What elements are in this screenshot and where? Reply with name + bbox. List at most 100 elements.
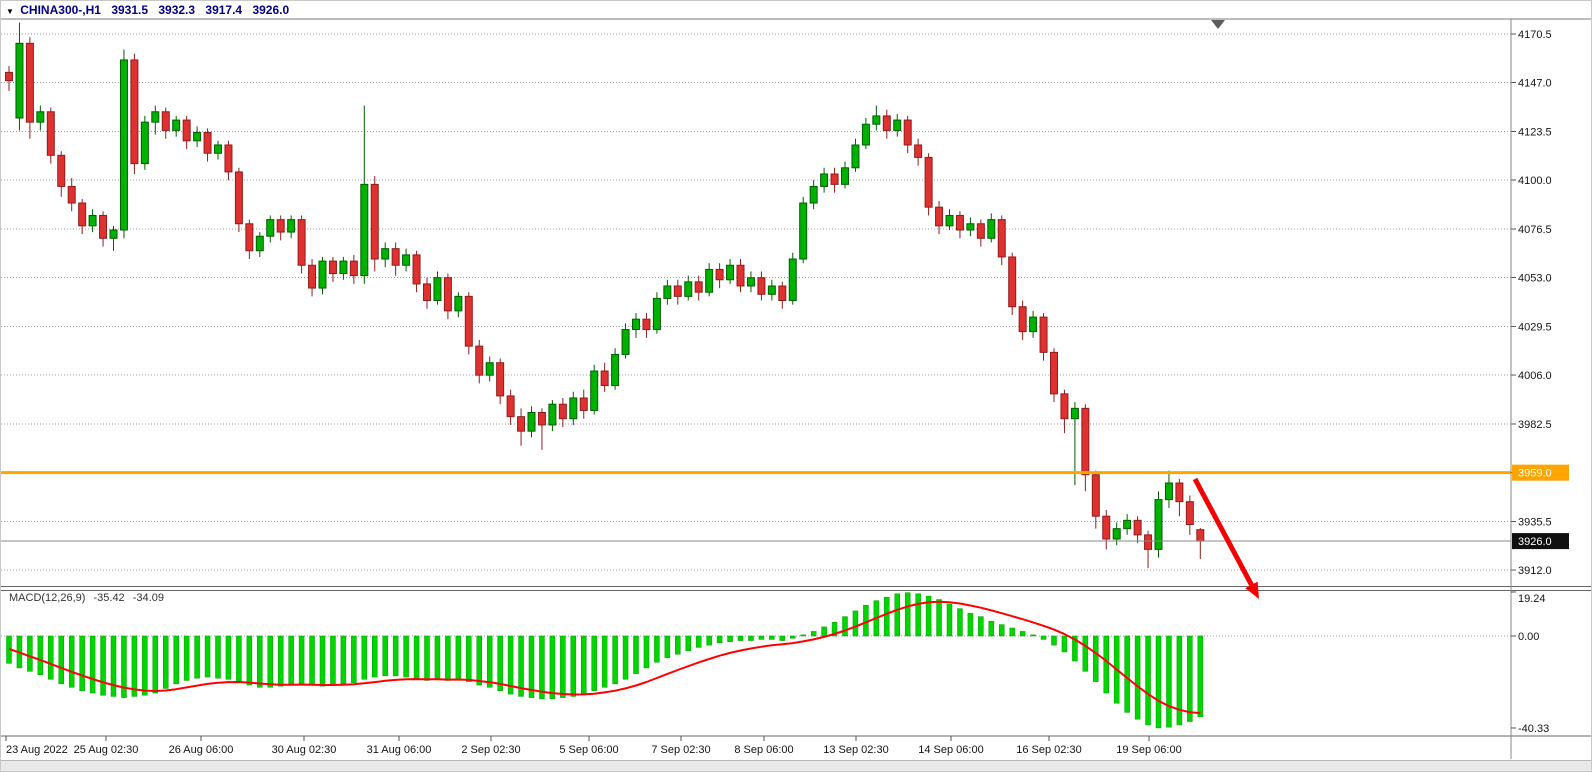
horizontal-scrollbar[interactable]	[1, 760, 1591, 771]
candle-body	[746, 277, 755, 287]
candle-body	[266, 219, 275, 237]
macd-histogram-bar	[1134, 635, 1141, 720]
macd-histogram-bar	[424, 635, 430, 681]
candle-body	[255, 235, 264, 252]
candle-body	[88, 214, 97, 227]
chart-shift-marker[interactable]	[1211, 20, 1225, 29]
macd-histogram-bar	[1093, 635, 1099, 682]
macd-histogram-bar	[131, 635, 138, 697]
macd-histogram-bar	[716, 635, 723, 644]
candle-body	[851, 144, 860, 169]
candle-body	[663, 285, 672, 299]
panel-separator-bottom	[1, 590, 1591, 591]
candle-body	[496, 362, 505, 397]
macd-histogram-bar	[215, 635, 221, 679]
macd-histogram-bar	[946, 603, 953, 637]
macd-histogram-bar	[330, 635, 336, 686]
candle-body	[214, 144, 222, 154]
candle-body	[642, 318, 651, 331]
candle-body	[673, 285, 682, 297]
candle-body	[579, 397, 588, 411]
macd-histogram-bar	[340, 635, 347, 685]
time-axis-label: 16 Sep 02:30	[1016, 744, 1081, 756]
trend-arrow-shaft[interactable]	[1192, 477, 1254, 587]
candle-body	[757, 277, 766, 295]
candle-body	[1081, 407, 1090, 476]
macd-histogram-bar	[382, 635, 388, 677]
candle-body	[1091, 474, 1100, 517]
time-axis-label: 2 Sep 02:30	[461, 744, 520, 756]
macd-histogram-bar	[110, 635, 117, 697]
macd-histogram-bar	[831, 622, 838, 637]
candle-body	[506, 395, 515, 418]
macd-histogram-bar	[1072, 635, 1078, 662]
macd-histogram-bar	[194, 635, 200, 679]
candle-body	[726, 264, 735, 281]
candle-body	[820, 173, 829, 187]
candle-body	[809, 185, 818, 204]
candle-body	[1070, 407, 1079, 420]
macd-histogram-bar	[581, 635, 587, 695]
macd-histogram-bar	[434, 635, 441, 680]
macd-histogram-bar	[894, 593, 900, 637]
candle-body	[987, 219, 996, 239]
macd-signal-line	[8, 600, 1201, 715]
candle-body	[349, 260, 358, 277]
macd-histogram-bar	[748, 635, 754, 641]
candle-body	[391, 248, 400, 266]
macd-signal-value: -34.09	[132, 592, 164, 604]
candle-body	[997, 219, 1006, 258]
candle-body	[57, 154, 66, 187]
candle-body	[46, 111, 55, 156]
macd-histogram-bar	[48, 635, 54, 680]
candle-body	[443, 277, 452, 312]
macd-histogram-bar	[779, 635, 786, 641]
macd-histogram-bar	[100, 635, 106, 696]
macd-histogram-bar	[601, 635, 608, 688]
macd-histogram-bar	[79, 635, 85, 691]
quote-high: 3932.3	[158, 3, 196, 17]
macd-histogram-bar	[727, 635, 733, 642]
macd-axis-label: 19.24	[1518, 593, 1546, 605]
candle-body	[130, 59, 139, 165]
time-axis-label: 8 Sep 06:00	[734, 744, 793, 756]
price-axis-label: 4053.0	[1518, 273, 1552, 285]
candle-body	[715, 268, 724, 281]
macd-histogram-bar	[173, 635, 179, 685]
macd-histogram-bar	[790, 635, 796, 639]
candle-body	[381, 248, 390, 260]
symbol-title: CHINA300-,H1	[20, 3, 101, 17]
macd-histogram-bar	[1082, 635, 1089, 672]
macd-histogram-bar	[884, 596, 890, 637]
macd-histogram-bar	[1176, 635, 1183, 726]
time-axis-label: 26 Aug 06:00	[169, 744, 234, 756]
macd-histogram-bar	[257, 635, 263, 688]
macd-histogram-bar	[904, 592, 911, 637]
candle-body	[1112, 528, 1121, 540]
panel-separator-top	[1, 586, 1591, 587]
candle-body	[1133, 519, 1142, 536]
current-price-tag	[1512, 533, 1569, 550]
macd-histogram-bar	[622, 635, 629, 680]
candle-body	[527, 412, 536, 432]
macd-histogram-bar	[351, 635, 357, 683]
candle-body	[5, 71, 13, 82]
macd-histogram-bar	[591, 635, 597, 691]
candle-body	[423, 283, 431, 302]
macd-histogram-bar	[319, 635, 326, 687]
candle-body	[1196, 529, 1205, 542]
macd-histogram-bar	[1166, 635, 1172, 728]
candle-body	[36, 111, 45, 123]
candle-body	[569, 397, 578, 420]
macd-histogram-bar	[706, 635, 712, 646]
candle-body	[140, 121, 149, 165]
candle-body	[945, 214, 954, 227]
trend-arrow-head[interactable]	[1245, 581, 1259, 599]
candle-body	[454, 295, 463, 312]
candle-body	[328, 260, 337, 275]
symbol-dropdown-icon[interactable]: ▼	[6, 7, 14, 16]
price-axis-label: 4029.5	[1518, 321, 1552, 333]
macd-histogram-bar	[695, 635, 702, 648]
